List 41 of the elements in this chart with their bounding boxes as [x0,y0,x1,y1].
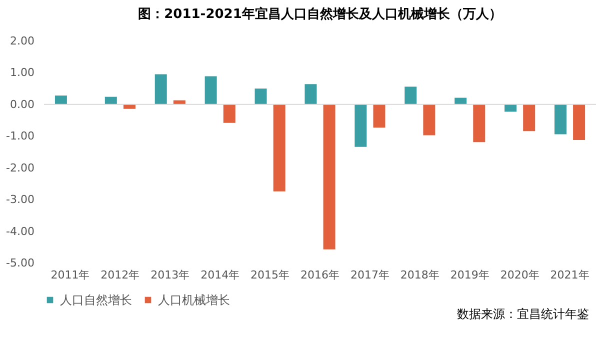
bar [204,76,217,104]
bar [473,104,486,142]
bar [254,88,267,104]
y-tick-label: 2.00 [10,34,34,48]
x-tick-label: 2021年 [550,268,590,282]
y-tick-label: -2.00 [6,161,34,174]
bar [573,104,586,140]
legend-label: 人口自然增长 [60,293,132,307]
bar [373,104,386,128]
y-tick-label: -4.00 [6,224,34,238]
x-tick-label: 2011年 [50,268,90,282]
bar [304,84,317,104]
bar [154,74,167,104]
x-tick-label: 2012年 [100,268,140,282]
y-tick-label: -5.00 [6,256,34,270]
x-tick-label: 2017年 [350,268,390,282]
bar [54,96,67,104]
bar [554,104,566,134]
y-tick-label: 1.00 [10,66,34,80]
legend-label: 人口机械增长 [158,293,230,307]
bar [273,104,286,192]
bar [223,104,236,123]
source-note: 数据来源：宜昌统计年鉴 [457,307,589,321]
bar [323,104,336,250]
bar [404,86,417,104]
chart-title: 图：2011-2021年宜昌人口自然增长及人口机械增长（万人） [138,6,502,22]
y-tick-label: -3.00 [6,193,34,206]
x-tick-label: 2018年 [400,268,440,282]
bar [523,104,536,132]
y-tick-label: 0.00 [10,98,34,111]
x-tick-label: 2015年 [250,268,290,282]
bar [454,98,467,104]
bar [423,104,436,136]
y-tick-label: -1.00 [6,130,34,143]
x-tick-label: 2013年 [150,268,190,282]
x-tick-label: 2016年 [300,268,340,282]
bar [104,96,117,104]
x-tick-label: 2014年 [200,268,240,282]
x-tick-label: 2019年 [450,268,490,282]
x-tick-label: 2020年 [500,268,540,282]
bar [354,104,367,147]
